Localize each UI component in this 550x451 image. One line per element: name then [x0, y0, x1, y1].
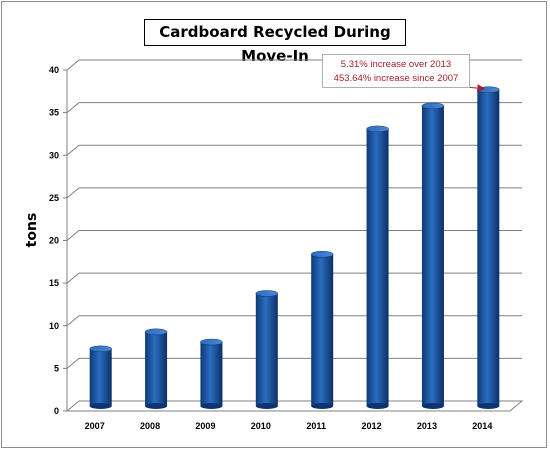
- y-tick-label: 15: [49, 278, 59, 288]
- annotation-box: 5.31% increase over 2013 453.64% increas…: [322, 54, 470, 88]
- bar-cap: [200, 338, 223, 346]
- bar-body: [366, 128, 389, 406]
- bar: [421, 102, 445, 409]
- bar-base: [311, 403, 334, 409]
- bar-body: [421, 105, 444, 407]
- y-tick-label: 10: [49, 321, 59, 331]
- bar-cap: [89, 345, 112, 353]
- bar: [200, 338, 223, 409]
- y-tick-label: 25: [49, 193, 59, 203]
- y-tick-label: 40: [49, 65, 59, 75]
- x-axis-ticks: 2007 2008 2009 2010 2011 2012 2013 2014: [85, 421, 493, 431]
- bar-base: [200, 403, 223, 409]
- bar-body: [311, 254, 334, 406]
- gridline: [66, 187, 522, 199]
- y-tick-label: 0: [54, 406, 59, 416]
- bar: [89, 345, 112, 409]
- bar-cap: [421, 102, 445, 110]
- annotation-line-2: 453.64% increase since 2007: [333, 73, 459, 84]
- gridline: [66, 357, 522, 369]
- bar: [144, 328, 168, 409]
- y-tick-label: 35: [49, 108, 59, 118]
- bar-cap: [255, 290, 279, 297]
- x-tick-label: 2007: [85, 421, 105, 431]
- bar: [366, 125, 389, 409]
- gridline: [66, 230, 522, 241]
- bar-body: [200, 342, 223, 406]
- bar-cap: [144, 328, 168, 336]
- bar: [255, 290, 279, 409]
- x-tick-label: 2012: [362, 421, 382, 431]
- bar: [310, 251, 334, 409]
- x-tick-label: 2009: [195, 421, 215, 431]
- bars: [89, 86, 500, 409]
- x-tick-label: 2011: [306, 421, 326, 431]
- bar-cap: [366, 125, 389, 133]
- bar-body: [477, 89, 500, 406]
- bar-base: [145, 403, 168, 409]
- bar-cap: [477, 86, 500, 93]
- x-tick-label: 2014: [472, 421, 492, 431]
- x-tick-label: 2008: [140, 421, 160, 431]
- bar-base: [366, 403, 389, 409]
- bar-base: [477, 403, 500, 409]
- bar-base: [255, 403, 278, 409]
- x-tick-label: 2013: [417, 421, 437, 431]
- bar-cap: [310, 251, 334, 258]
- gridline: [66, 315, 522, 327]
- gridlines: [66, 59, 522, 369]
- y-axis: 0 5 10 15 20 25 30 35 40: [49, 65, 524, 416]
- bar: [477, 86, 500, 409]
- bar-body: [89, 348, 112, 406]
- y-tick-label: 5: [54, 363, 59, 373]
- plot-floor: [65, 400, 524, 412]
- annotation-line-1: 5.31% increase over 2013: [340, 59, 452, 70]
- gridline: [66, 102, 522, 114]
- chart-title: Cardboard Recycled During Move-In: [144, 19, 406, 65]
- gridline: [66, 144, 522, 156]
- x-tick-label: 2010: [251, 421, 271, 431]
- y-tick-label: 30: [49, 150, 59, 160]
- bar-body: [145, 331, 168, 406]
- bar-base: [89, 403, 112, 409]
- gridline: [66, 272, 522, 284]
- bar-body: [255, 293, 278, 406]
- y-tick-label: 20: [49, 236, 59, 246]
- bar-base: [421, 403, 444, 409]
